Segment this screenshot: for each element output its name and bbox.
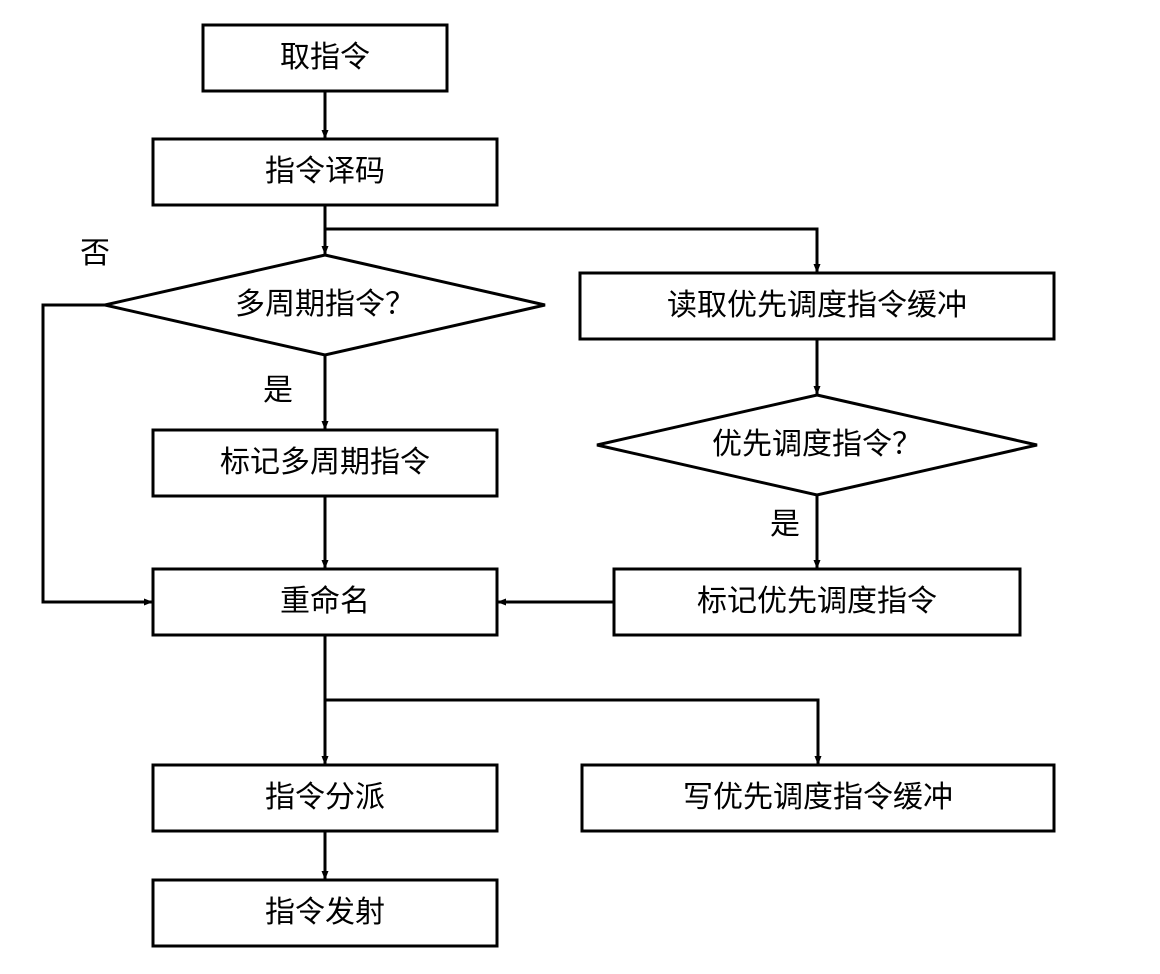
- node-n7-label: 读取优先调度指令缓冲: [667, 289, 967, 322]
- node-n5: 指令分派: [153, 765, 497, 831]
- node-n4: 重命名: [153, 569, 497, 635]
- edge-n4-n9: [325, 700, 818, 765]
- node-n7: 读取优先调度指令缓冲: [580, 273, 1054, 339]
- node-d1-label: 多周期指令？: [235, 288, 415, 321]
- node-n6-label: 指令发射: [265, 896, 385, 929]
- node-n5-label: 指令分派: [265, 781, 385, 814]
- node-n1-label: 取指令: [280, 41, 370, 74]
- nodes: 取指令指令译码多周期指令？ 标记多周期指令重命名指令分派指令发射 读取优先调度指令缓…: [105, 25, 1054, 946]
- node-n2-label: 指令译码: [265, 155, 385, 188]
- node-d2-label: 优先调度指令？: [712, 428, 922, 461]
- node-n8: 标记优先调度指令: [614, 569, 1020, 635]
- node-n4-label: 重命名: [280, 585, 370, 618]
- label-no: 否: [80, 237, 110, 270]
- node-n6: 指令发射: [153, 880, 497, 946]
- node-n1: 取指令: [203, 25, 447, 91]
- node-n9-label: 写优先调度指令缓冲: [683, 781, 953, 814]
- label-yes1: 是: [263, 374, 293, 407]
- node-n9: 写优先调度指令缓冲: [582, 765, 1054, 831]
- node-n2: 指令译码: [153, 139, 497, 205]
- node-n8-label: 标记优先调度指令: [697, 585, 937, 618]
- node-d2: 优先调度指令？: [597, 395, 1037, 495]
- node-d1: 多周期指令？: [105, 255, 545, 355]
- label-yes2: 是: [770, 508, 800, 541]
- edge-n2-n7: [325, 229, 817, 273]
- node-n3: 标记多周期指令: [153, 430, 497, 496]
- edge-d1-n4: [43, 305, 153, 602]
- node-n3-label: 标记多周期指令: [220, 446, 430, 479]
